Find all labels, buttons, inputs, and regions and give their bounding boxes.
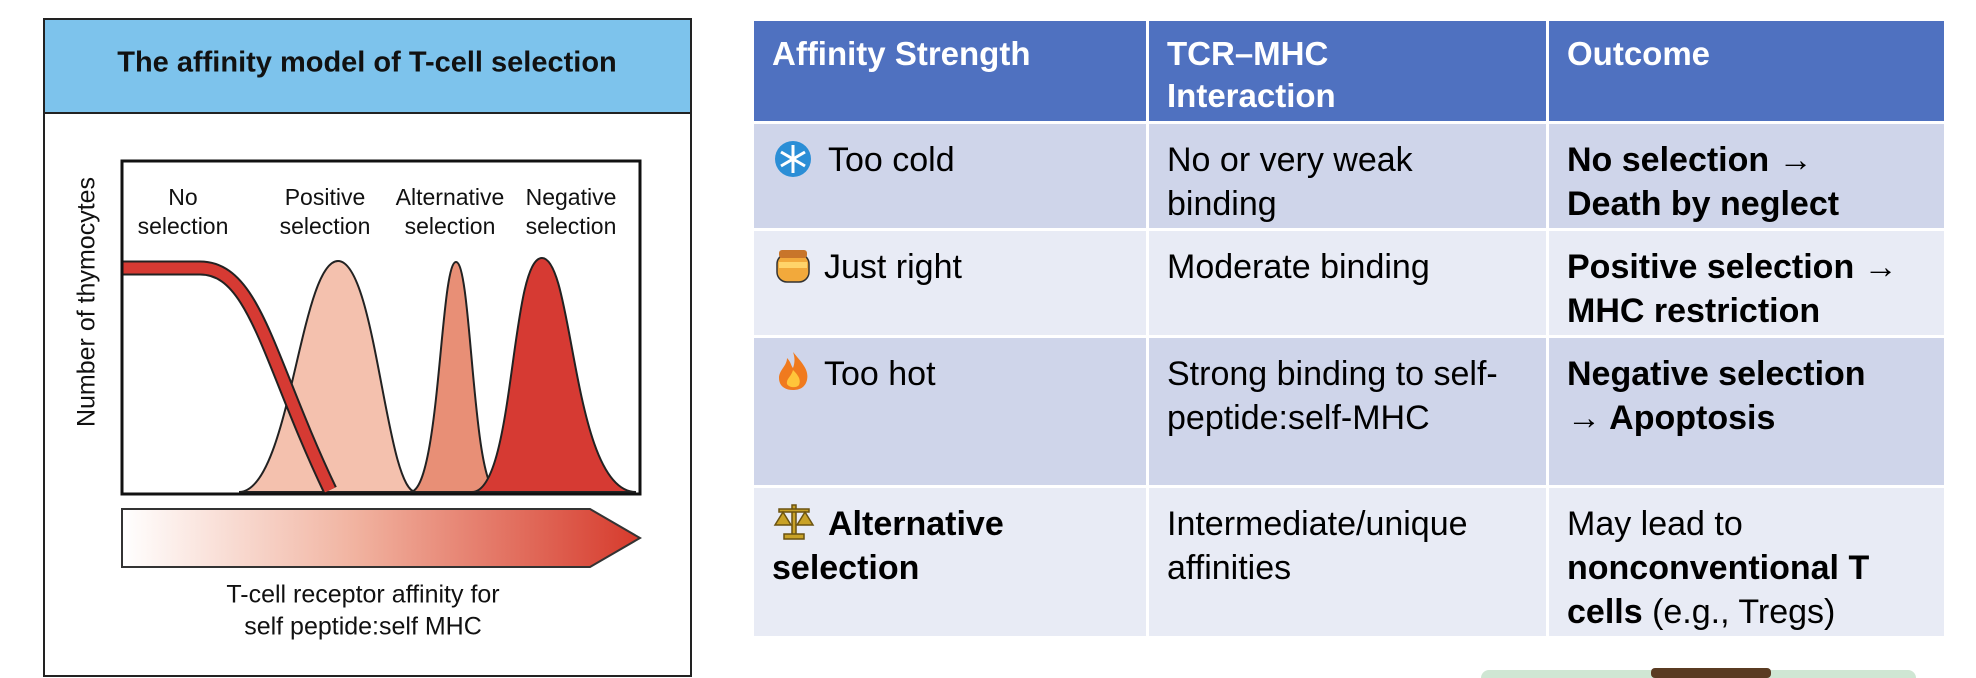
cell-text: Positive selection → <box>1567 248 1898 286</box>
table-cell: No or very weak binding <box>1149 124 1549 231</box>
curve-label: Negative <box>526 184 617 210</box>
table-cell: Negative selection → Apoptosis <box>1549 338 1947 488</box>
cell-line: Intermediate/unique <box>1167 502 1528 546</box>
cell-line: Too cold <box>772 138 1128 182</box>
cell-line: Death by neglect <box>1567 182 1926 226</box>
cell-line: Too hot <box>772 352 1128 396</box>
y-axis-label: Number of thymocytes <box>73 177 101 427</box>
header-text: Affinity Strength <box>772 35 1031 72</box>
positive-curve <box>238 259 417 493</box>
cell-line: Negative selection <box>1567 352 1926 396</box>
cell-text: Death by neglect <box>1567 185 1840 223</box>
table-cell: Positive selection → MHC restriction <box>1549 231 1947 338</box>
table-cell: Just right <box>754 231 1149 338</box>
table-cell: Too hot <box>754 338 1149 488</box>
cell-line: No or very weak <box>1167 138 1528 182</box>
cell-text: Intermediate/unique <box>1167 505 1468 543</box>
cell-text: Negative selection <box>1567 355 1866 393</box>
plot-frame <box>120 159 642 496</box>
cell-line: cells (e.g., Tregs) <box>1567 590 1926 634</box>
header-cell: Outcome <box>1549 21 1947 124</box>
alternative-curve <box>409 260 499 493</box>
header-cell: TCR–MHC Interaction <box>1149 21 1549 124</box>
selection-table: Affinity Strength TCR–MHC Interaction Outco… <box>754 21 1947 639</box>
table-cell: Intermediate/unique affinities <box>1149 488 1549 639</box>
fire-icon <box>779 352 808 390</box>
cell-line: selection <box>772 546 1128 590</box>
cell-line: Positive selection → <box>1567 245 1926 289</box>
x-axis-label: T-cell receptor affinity for <box>226 581 499 609</box>
x-axis-label: self peptide:self MHC <box>244 613 482 641</box>
affinity-arrow <box>121 508 642 568</box>
decorative-card <box>1481 668 1916 678</box>
cell-text: Strong binding to self- <box>1167 355 1498 393</box>
cell-text: Just right <box>824 248 962 286</box>
cell-text: binding <box>1167 185 1277 223</box>
negative-curve <box>471 256 637 493</box>
cell-text: affinities <box>1167 549 1292 587</box>
cell-line: Strong binding to self- <box>1167 352 1528 396</box>
cell-line: No selection → <box>1567 138 1926 182</box>
curve-label: selection <box>405 213 496 239</box>
curve-label: selection <box>280 213 371 239</box>
scales-icon <box>773 504 815 540</box>
figure-title: The affinity model of T-cell selection <box>117 47 617 79</box>
no-selection-curve <box>122 262 335 493</box>
cell-line: Alternative <box>772 502 1128 546</box>
cell-text: No or very weak <box>1167 141 1413 179</box>
figure-header <box>45 20 690 113</box>
cell-text: cells <box>1567 593 1643 631</box>
cell-text: May lead to <box>1567 505 1743 543</box>
cell-line: binding <box>1167 182 1528 226</box>
cell-text: No selection → <box>1567 141 1813 179</box>
cell-line: MHC restriction <box>1567 289 1926 333</box>
table-cell: Strong binding to self-peptide:self-MHC <box>1149 338 1549 488</box>
cell-text: Moderate binding <box>1167 248 1430 286</box>
snowflake-icon <box>775 141 811 177</box>
cell-text: (e.g., Tregs) <box>1642 593 1836 631</box>
cell-text: peptide:self-MHC <box>1167 399 1430 437</box>
cell-text: MHC restriction <box>1567 292 1821 330</box>
table-cell: No selection → Death by neglect <box>1549 124 1947 231</box>
table-cell: Too cold <box>754 124 1149 231</box>
cell-text: → Apoptosis <box>1567 399 1776 437</box>
table-cell: Moderate binding <box>1149 231 1549 338</box>
honey-pot-icon <box>776 250 810 283</box>
cell-text: Too cold <box>828 141 955 179</box>
header-text: TCR–MHC <box>1167 35 1329 72</box>
affinity-figure: The affinity model of T-cell selection N… <box>43 18 692 677</box>
cell-text: nonconventional T <box>1567 549 1870 587</box>
header-cell: Affinity Strength <box>754 21 1149 124</box>
cell-line: peptide:self-MHC <box>1167 396 1528 440</box>
table-cell: Alternative selection <box>754 488 1149 639</box>
cell-line: affinities <box>1167 546 1528 590</box>
cell-text: Too hot <box>824 355 936 393</box>
curve-label: selection <box>526 213 617 239</box>
cell-line: → Apoptosis <box>1567 396 1926 440</box>
cell-text: selection <box>772 549 920 587</box>
cell-line: May lead to <box>1567 502 1926 546</box>
header-text: Interaction <box>1167 77 1336 114</box>
cell-line: Just right <box>772 245 1128 289</box>
header-text: Outcome <box>1567 35 1711 72</box>
curve-label: Alternative <box>396 184 505 210</box>
cell-line: Moderate binding <box>1167 245 1528 289</box>
cell-line: nonconventional T <box>1567 546 1926 590</box>
curve-label: selection <box>138 213 229 239</box>
curve-label: No <box>168 184 197 210</box>
cell-text: Alternative <box>828 505 1004 543</box>
curve-label: Positive <box>285 184 366 210</box>
